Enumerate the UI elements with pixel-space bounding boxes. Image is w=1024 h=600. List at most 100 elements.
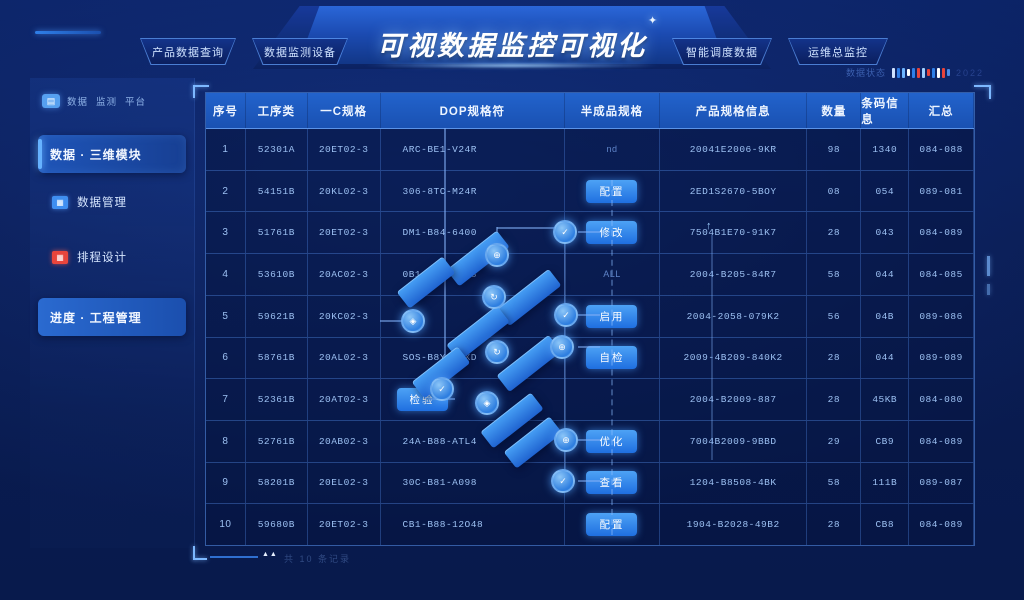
cell-c1: 52301A [246, 129, 308, 170]
title-banner [298, 6, 726, 64]
indicator-bar-11 [946, 69, 950, 76]
row-action-badge[interactable]: 查看 [586, 471, 638, 495]
corner-bracket-tl [193, 85, 209, 87]
cell-c2: 20AL02-3 [308, 337, 381, 379]
indicator-bar-0 [891, 67, 895, 78]
cell-c0: 8 [206, 420, 246, 462]
header-tab-left-1[interactable]: 数据监测设备 [252, 38, 348, 65]
row-action-text: nd [606, 144, 618, 155]
row-action-badge[interactable]: 启用 [586, 304, 638, 328]
row-action-badge[interactable]: 配置 [586, 513, 638, 537]
cell-c0: 9 [206, 462, 246, 504]
row-action-badge[interactable]: 自检 [586, 346, 638, 370]
indicator-bar-6 [921, 67, 925, 78]
cell-c6: 28 [807, 379, 862, 420]
cell-c7: 45KB [861, 379, 910, 420]
column-header-0: 序号 [206, 93, 246, 128]
cell-c0: 10 [206, 504, 246, 546]
table-row: 9 58201B 20EL02-3 30C-B81-A098 查看 1204-B8508-… [206, 462, 975, 505]
row-action-badge[interactable]: 修改 [586, 221, 638, 245]
status-indicator-bars [891, 67, 950, 78]
cell-c8: 089-081 [909, 170, 975, 212]
status-indicator-value: 2022 [955, 67, 984, 78]
cell-c7: 044 [861, 254, 910, 295]
sidebar-item-1[interactable]: ▦ 数据管理 [52, 194, 127, 210]
cell-c0: 2 [206, 170, 246, 212]
top-left-accent-line [35, 31, 101, 34]
column-header-1: 工序类 [246, 93, 308, 128]
cell-c2: 20AC02-3 [308, 254, 381, 295]
cell-c7: CB8 [861, 504, 910, 546]
cell-c4: 自检 [565, 337, 660, 379]
cell-c0: 3 [206, 212, 246, 254]
header-tab-right-1[interactable]: 运维总监控 [788, 38, 888, 65]
indicator-bar-9 [936, 67, 940, 78]
table-row: 3 51761B 20ET02-3 DM1-B84-6400 修改 7504B1E70-9… [206, 212, 975, 255]
cell-c7: CB9 [861, 420, 910, 462]
table-row: 2 54151B 20KL02-3 306-8TC-M24R 配置 2ED1S2670-5… [206, 170, 975, 213]
cell-c6: 28 [807, 504, 862, 546]
cell-c0: 1 [206, 129, 246, 170]
column-header-4: 半成品规格 [565, 93, 660, 128]
cell-c3: 30C-B81-A098 [381, 462, 566, 504]
sidebar-item-0[interactable]: 数据 · 三维模块 [38, 135, 186, 173]
cell-c6: 56 [807, 295, 862, 337]
header-tab-right-0[interactable]: 智能调度数据 [672, 38, 772, 65]
title-banner-glow [362, 62, 662, 69]
cell-c5: 2004-2058-079K2 [660, 295, 808, 337]
column-header-7: 条码信息 [861, 93, 910, 128]
sidebar-item-label: 进度 · 工程管理 [50, 310, 142, 325]
cell-c5: 1204-B8508-4BK [660, 462, 808, 504]
sidebar-header-labels: 数据 监测 平台 [67, 92, 154, 110]
column-header-3: DOP规格符 [381, 93, 566, 128]
footer-line [210, 556, 258, 558]
cell-c2: 20AT02-3 [308, 379, 381, 420]
cell-c2: 20ET02-3 [308, 212, 381, 254]
corner-bracket-tl-v [193, 85, 195, 98]
cell-c0: 6 [206, 337, 246, 379]
tab-label: 数据监测设备 [253, 39, 347, 64]
cell-c5: 2004-B2009-887 [660, 379, 808, 420]
cell-c8: 084-085 [909, 254, 975, 295]
cell-c3: 检验 [381, 379, 566, 420]
cell-c8: 084-089 [909, 212, 975, 254]
cell-c8: 089-087 [909, 462, 975, 504]
indicator-bar-1 [896, 67, 900, 78]
cell-c1: 58761B [246, 337, 308, 379]
cell-c1: 52361B [246, 379, 308, 420]
cell-c1: 53610B [246, 254, 308, 295]
row-action-badge[interactable]: 检验 [396, 388, 448, 412]
tab-label: 智能调度数据 [673, 39, 771, 64]
sidebar-item-label: 排程设计 [77, 252, 127, 264]
row-action-badge[interactable]: 优化 [586, 429, 638, 453]
page-title: 可视数据监控可视化 [0, 24, 1024, 63]
cell-c6: 28 [807, 212, 862, 254]
page-title-text: 可视数据监控可视化 [377, 31, 647, 61]
indicator-bar-4 [911, 67, 915, 78]
cell-c4: ALL [565, 254, 660, 295]
cell-c1: 51761B [246, 212, 308, 254]
tab-label: 产品数据查询 [141, 39, 235, 64]
cell-c3: 24A-B88-ATL4 [381, 420, 566, 462]
cell-c3: DM1-B84-6400 [381, 212, 566, 254]
cell-c4: 修改 [565, 212, 660, 254]
right-edge-mark-2 [987, 284, 990, 295]
cell-c3 [381, 295, 566, 337]
cell-c6: 58 [807, 462, 862, 504]
cell-c8: 084-089 [909, 420, 975, 462]
cell-c3: SOS-B8Y-0CXD [381, 337, 566, 379]
sidebar-item-2[interactable]: ▦ 排程设计 [52, 249, 127, 265]
row-action-badge[interactable]: 配置 [586, 179, 638, 203]
table-row: 1 52301A 20ET02-3 ARC-BE1-V24R nd 20041E2006-… [206, 129, 975, 171]
cell-c5: 20041E2006-9KR [660, 129, 808, 170]
header-tab-left-0[interactable]: 产品数据查询 [140, 38, 236, 65]
cell-c5: 7004B2009-9BBD [660, 420, 808, 462]
sidebar-item-3[interactable]: 进度 · 工程管理 [38, 298, 186, 336]
indicator-bar-10 [941, 67, 945, 78]
indicator-bar-3 [906, 69, 910, 76]
cell-c0: 4 [206, 254, 246, 295]
cell-c4: 配置 [565, 504, 660, 546]
tab-frame: 产品数据查询 [140, 38, 236, 65]
column-header-8: 汇总 [909, 93, 974, 128]
